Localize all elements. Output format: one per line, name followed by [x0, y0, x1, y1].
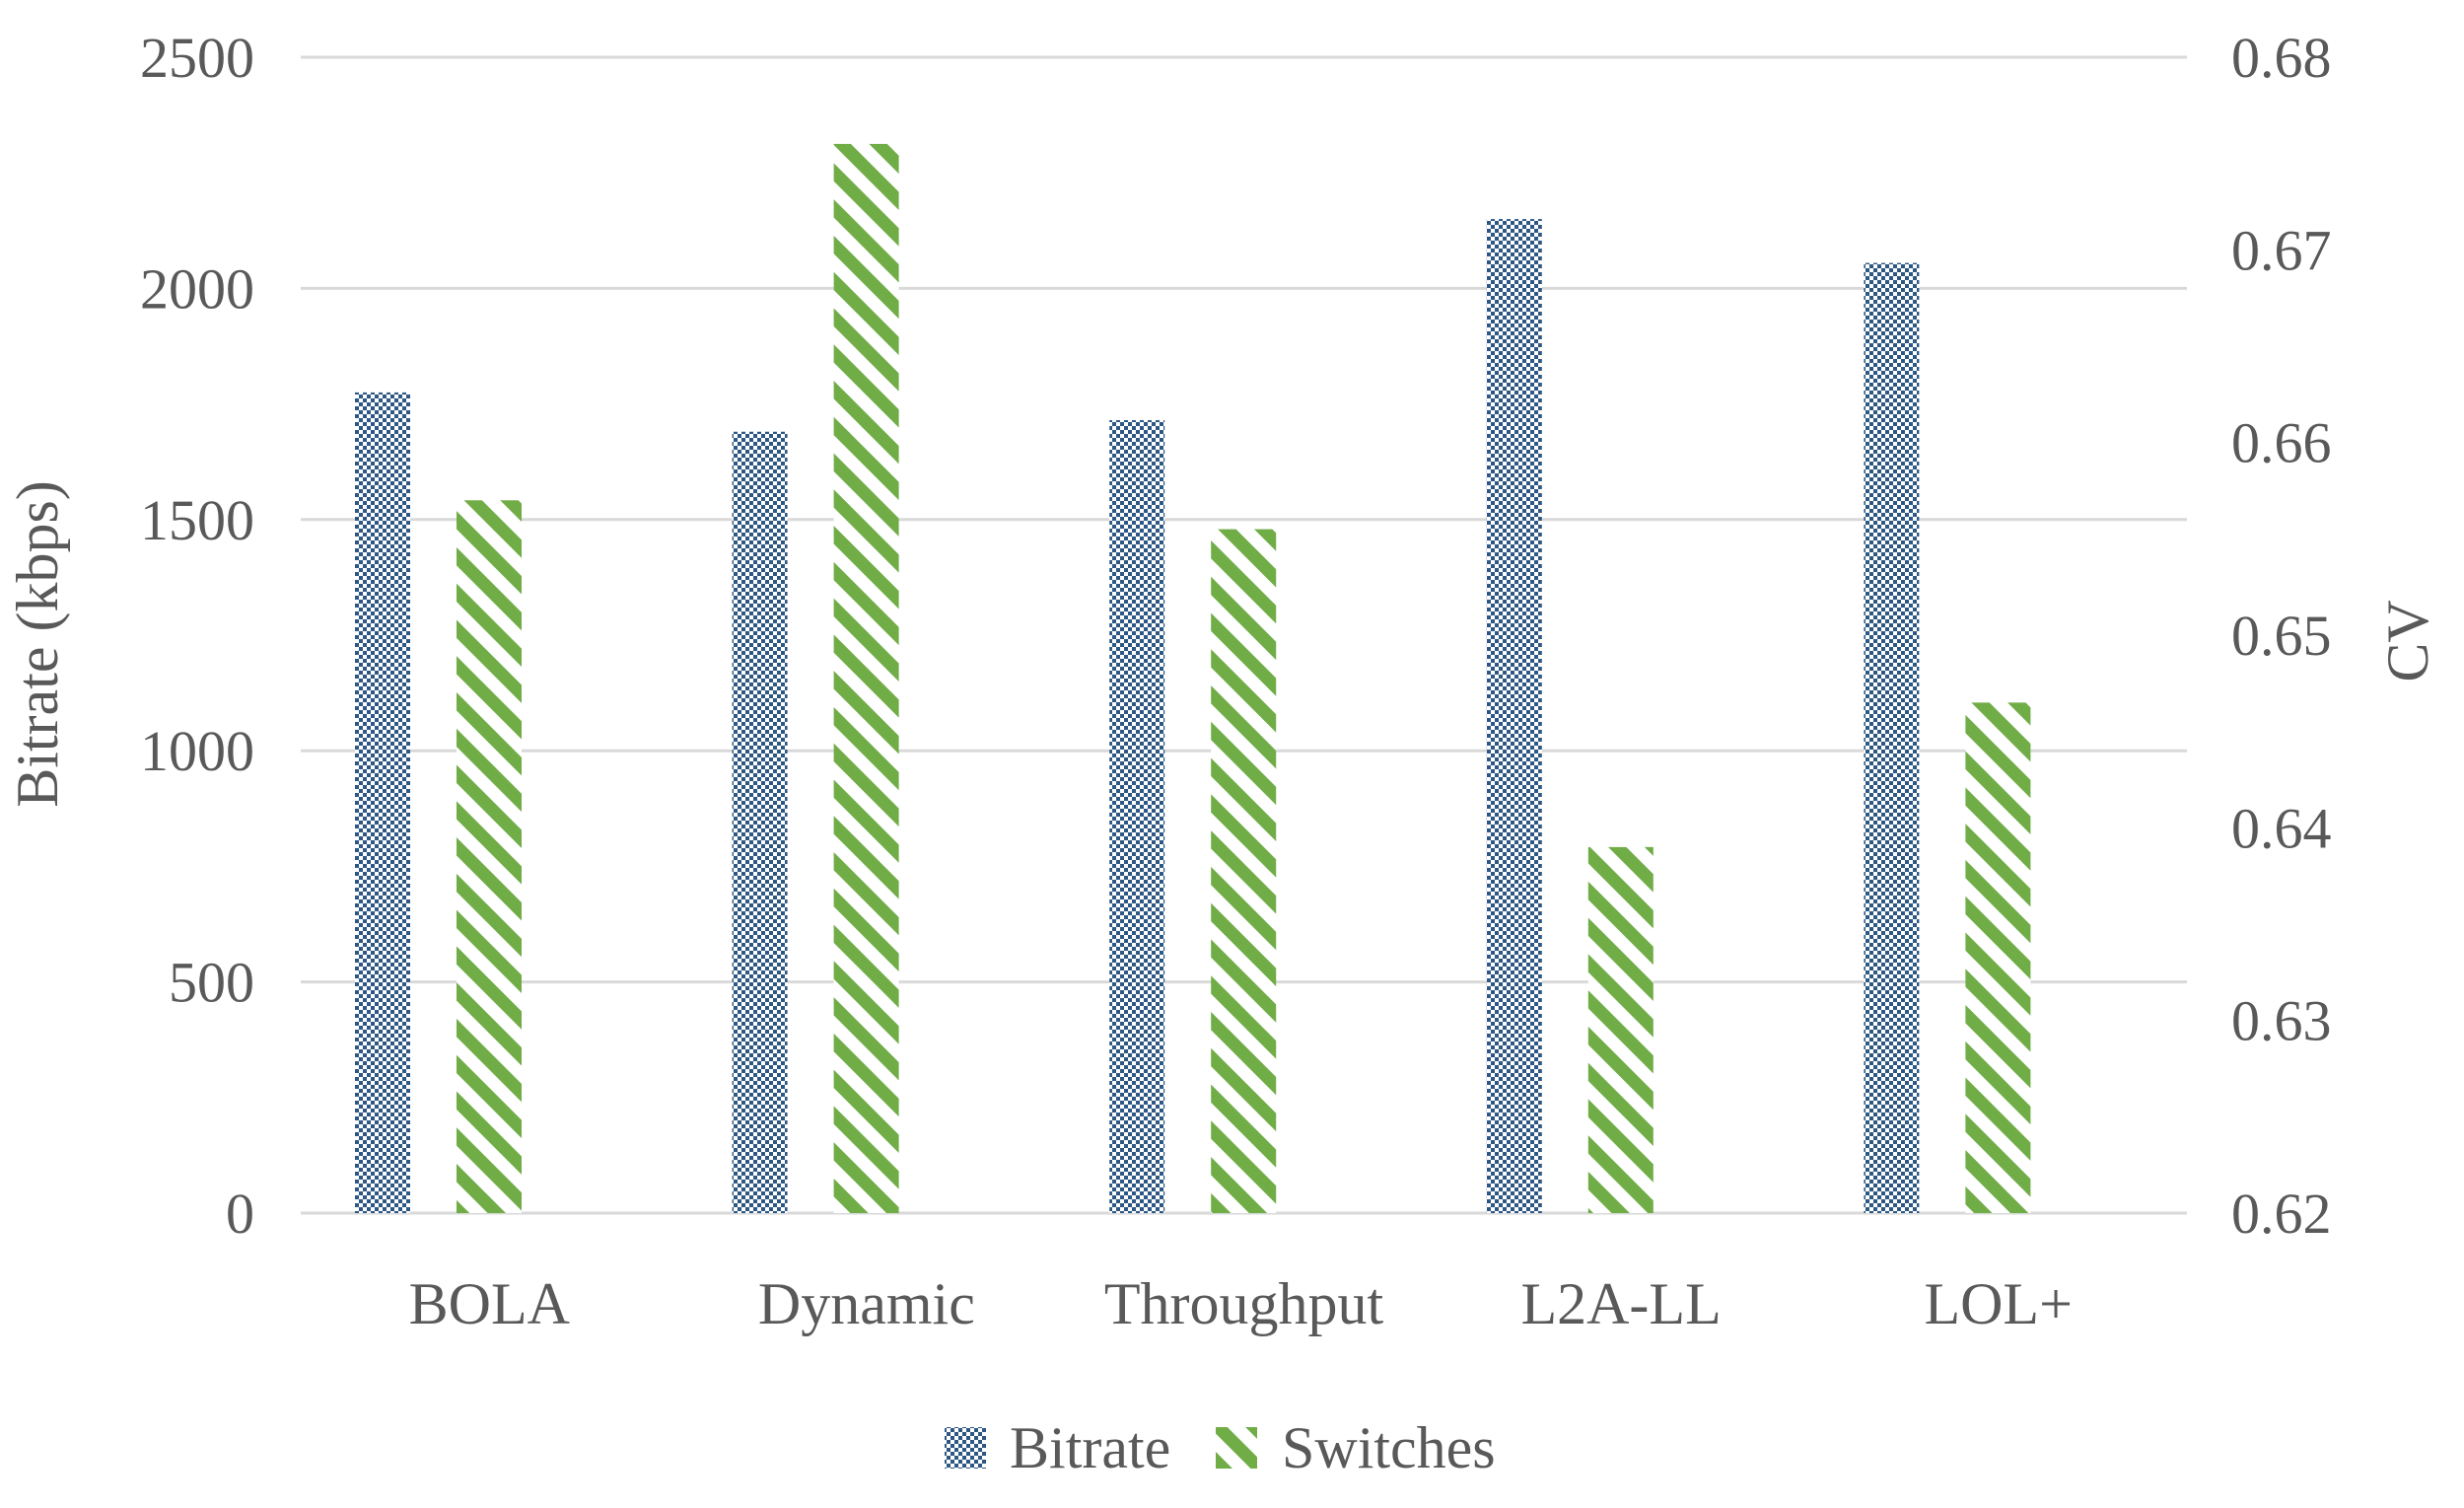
bar-switches: [457, 500, 522, 1213]
category-label: Dynamic: [758, 1271, 975, 1336]
legend-label-switches: Switches: [1282, 1415, 1496, 1480]
category-label: LOL+: [1924, 1271, 2072, 1336]
right-tick-label: 0.65: [2231, 604, 2332, 668]
bar-switches: [1211, 529, 1277, 1213]
bar-bitrate: [355, 392, 410, 1213]
bar-bitrate: [1864, 262, 1920, 1214]
right-tick-label: 0.63: [2231, 989, 2332, 1053]
right-tick-label: 0.64: [2231, 796, 2332, 860]
legend-swatch-bitrate: [945, 1427, 986, 1469]
left-tick-label: 2500: [140, 26, 254, 90]
left-tick-label: 2000: [140, 256, 254, 321]
category-labels: BOLA Dynamic Throughput L2A-LL LOL+: [409, 1271, 2073, 1336]
right-tick-label: 0.62: [2231, 1182, 2332, 1246]
right-tick-label: 0.68: [2231, 26, 2332, 90]
left-axis-ticks: 0 500 1000 1500 2000 2500: [140, 26, 254, 1246]
legend-label-bitrate: Bitrate: [1010, 1415, 1170, 1480]
right-axis-title: CV: [2375, 600, 2440, 682]
bar-bitrate: [732, 431, 788, 1213]
bar-switches: [833, 143, 899, 1213]
bar-bitrate: [1486, 219, 1542, 1213]
category-label: L2A-LL: [1520, 1271, 1721, 1336]
left-tick-label: 500: [169, 951, 254, 1015]
left-axis-title: Bitrate (kbps): [5, 480, 70, 808]
legend-swatch-switches: [1216, 1427, 1257, 1469]
bar-switches: [1965, 702, 2031, 1213]
category-label: Throughput: [1104, 1271, 1384, 1336]
bar-switches: [1587, 846, 1654, 1213]
right-axis-ticks: 0.62 0.63 0.64 0.65 0.66 0.67 0.68: [2231, 26, 2332, 1246]
left-tick-label: 1000: [140, 719, 254, 783]
bar-bitrate: [1109, 420, 1165, 1213]
right-tick-label: 0.67: [2231, 218, 2332, 282]
left-tick-label: 1500: [140, 488, 254, 552]
category-label: BOLA: [409, 1271, 570, 1336]
right-tick-label: 0.66: [2231, 411, 2332, 475]
legend: Bitrate Switches: [945, 1415, 1496, 1480]
left-tick-label: 0: [226, 1182, 254, 1246]
bars: [355, 143, 2031, 1214]
